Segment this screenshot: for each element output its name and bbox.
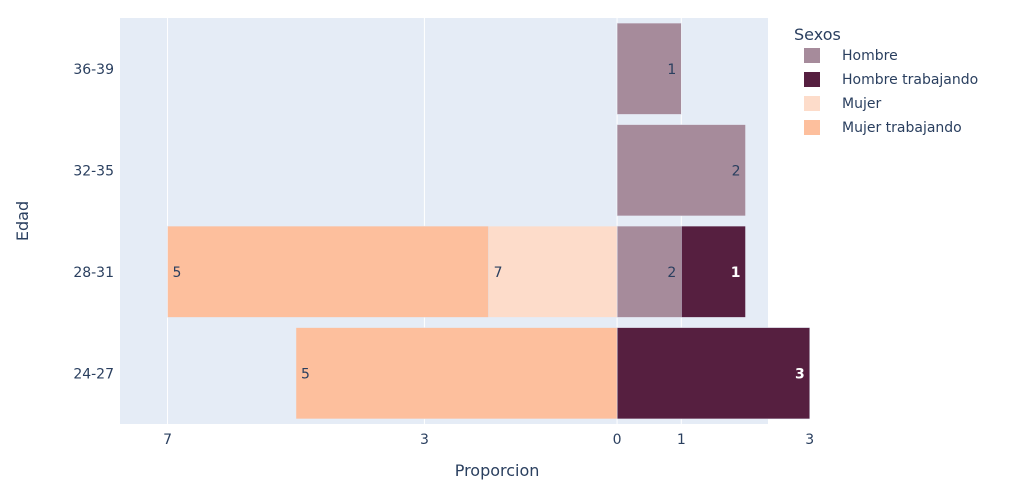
x-tick-label: 0 <box>613 432 622 448</box>
legend[interactable]: Sexos Hombre Hombre trabajando Mujer Mujer … <box>794 25 978 136</box>
y-tick-label: 36-39 <box>73 62 114 78</box>
bar-label: 2 <box>732 163 741 179</box>
bar-label: 1 <box>731 265 741 281</box>
legend-label-hombre-trabajando[interactable]: Hombre trabajando <box>842 72 978 88</box>
legend-title: Sexos <box>794 25 841 44</box>
legend-label-mujer-trabajando[interactable]: Mujer trabajando <box>842 120 962 136</box>
bar-hombre-trabajando-28-31[interactable] <box>681 225 746 318</box>
bar-label: 3 <box>795 366 805 382</box>
legend-swatch-mujer[interactable] <box>804 96 820 111</box>
x-axis-ticks: 7 3 0 1 3 <box>163 432 814 448</box>
x-tick-label: 3 <box>420 432 429 448</box>
bar-label: 7 <box>494 265 503 281</box>
bar-label: 5 <box>173 265 182 281</box>
x-tick-label: 1 <box>677 432 686 448</box>
bar-hombre-32-35[interactable] <box>616 124 746 217</box>
legend-label-hombre[interactable]: Hombre <box>842 48 898 64</box>
legend-label-mujer[interactable]: Mujer <box>842 96 881 112</box>
legend-swatch-mujer-trabajando[interactable] <box>804 120 820 135</box>
y-axis-ticks: 24-27 28-31 32-35 36-39 <box>73 62 114 383</box>
bar-mujer-28-31[interactable] <box>488 225 618 318</box>
y-tick-label: 28-31 <box>73 265 114 281</box>
bar-hombre-trabajando-24-27[interactable] <box>616 327 810 420</box>
bar-labels: 2 2 1 3 1 7 5 5 <box>173 62 805 383</box>
legend-swatch-hombre-trabajando[interactable] <box>804 72 820 87</box>
y-axis-title: Edad <box>13 201 32 241</box>
bars <box>167 22 810 420</box>
bar-mujer-trabajando-28-31[interactable] <box>167 225 489 318</box>
y-tick-label: 24-27 <box>73 366 114 382</box>
x-tick-label: 7 <box>163 432 172 448</box>
legend-swatch-hombre[interactable] <box>804 48 820 63</box>
bar-label: 2 <box>667 265 676 281</box>
bar-hombre-36-39[interactable] <box>616 22 682 115</box>
bar-label: 1 <box>667 62 676 78</box>
x-tick-label: 3 <box>805 432 814 448</box>
x-axis-title: Proporcion <box>455 461 540 480</box>
y-tick-label: 32-35 <box>73 163 114 179</box>
bar-label: 5 <box>301 366 310 382</box>
bar-mujer-trabajando-24-27[interactable] <box>295 327 618 420</box>
